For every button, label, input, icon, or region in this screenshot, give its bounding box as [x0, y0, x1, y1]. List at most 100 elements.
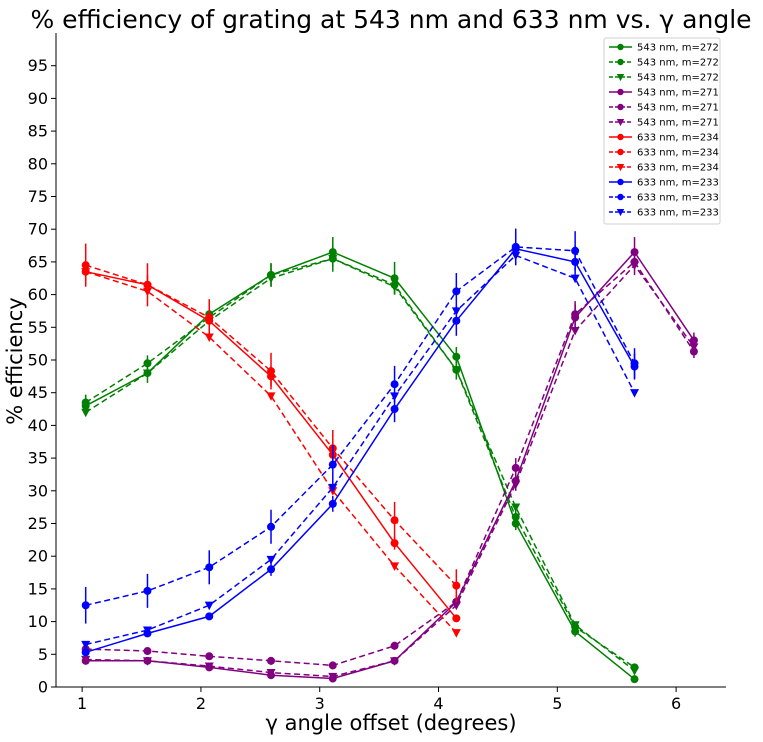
data-point [390, 539, 399, 548]
series-10 [81, 228, 639, 624]
legend: 543 nm, m=272 543 nm, m=272 543 nm, m=272 5… [603, 37, 721, 225]
data-point [328, 460, 337, 469]
data-point [511, 503, 521, 513]
legend-marker [617, 88, 624, 96]
data-point [511, 242, 520, 251]
legend-entry: 633 nm, m=234 [609, 148, 719, 159]
data-point [205, 612, 214, 621]
legend-entry: 543 nm, m=271 [609, 88, 719, 99]
data-point [267, 367, 276, 376]
data-point [143, 359, 152, 368]
data-point [266, 555, 276, 565]
legend-marker [617, 178, 624, 186]
data-point [81, 261, 90, 270]
data-point [328, 499, 337, 508]
legend-label: 543 nm, m=271 [637, 88, 719, 99]
y-tick-label: 10 [28, 612, 48, 631]
data-point [205, 313, 214, 322]
data-point [451, 629, 461, 638]
legend-marker [617, 133, 624, 141]
data-point [267, 656, 276, 665]
series-line [85, 257, 635, 672]
legend-label: 543 nm, m=272 [637, 73, 719, 84]
series-1 [81, 245, 639, 672]
y-tick-label: 65 [28, 252, 48, 271]
legend-entry: 633 nm, m=234 [609, 133, 719, 144]
data-point [689, 336, 698, 345]
data-point [451, 601, 461, 611]
series-2 [81, 255, 640, 676]
legend-entry: 633 nm, m=233 [609, 208, 719, 219]
series-5 [81, 261, 699, 682]
series-line [85, 247, 636, 654]
legend-frame [603, 37, 721, 225]
y-tick-label: 5 [38, 645, 48, 664]
data-point [390, 283, 400, 292]
data-point [81, 601, 90, 610]
x-tick-label: 5 [552, 694, 562, 713]
legend-label: 633 nm, m=233 [637, 208, 719, 219]
data-point [81, 268, 91, 277]
data-point [571, 246, 580, 255]
y-tick-label: 0 [38, 678, 48, 697]
legend-label: 633 nm, m=233 [637, 178, 719, 189]
data-point [142, 626, 152, 636]
legend-label: 543 nm, m=271 [637, 103, 719, 114]
legend-marker [616, 209, 625, 217]
legend-label: 633 nm, m=234 [637, 148, 719, 159]
y-tick-label: 70 [28, 220, 48, 239]
data-point [390, 516, 399, 525]
data-point [266, 669, 276, 678]
data-point [630, 359, 639, 368]
legend-marker [616, 74, 625, 82]
data-point [81, 398, 90, 407]
data-point [328, 661, 337, 670]
data-point [267, 565, 276, 574]
series-11 [81, 251, 640, 650]
data-point [511, 512, 520, 521]
data-point [204, 601, 214, 611]
legend-entry: 633 nm, m=233 [609, 193, 719, 204]
y-tick-label: 50 [28, 351, 48, 370]
data-point [143, 647, 152, 656]
data-point [143, 280, 152, 289]
legend-label: 543 nm, m=271 [637, 118, 719, 129]
legend-label: 543 nm, m=272 [637, 43, 719, 54]
data-point [142, 657, 152, 666]
data-point [204, 333, 214, 343]
y-tick-label: 45 [28, 383, 48, 402]
x-tick-label: 2 [196, 694, 206, 713]
data-point [630, 675, 639, 684]
data-point [689, 343, 699, 352]
data-point [452, 287, 461, 296]
y-tick-label: 20 [28, 547, 48, 566]
series-3 [81, 237, 698, 683]
series-line [85, 264, 695, 678]
legend-marker [616, 119, 625, 127]
data-point [205, 652, 214, 661]
legend-entry: 543 nm, m=272 [609, 58, 719, 69]
series-7 [81, 243, 461, 602]
data-point [390, 657, 400, 666]
data-point [390, 405, 399, 414]
y-tick-label: 60 [28, 285, 48, 304]
data-point [452, 581, 461, 590]
x-axis-label: γ angle offset (degrees) [265, 711, 516, 735]
data-point [630, 261, 640, 271]
legend-entry: 543 nm, m=271 [609, 118, 719, 129]
y-tick-label: 55 [28, 318, 48, 337]
data-point [81, 640, 91, 650]
y-tick-label: 25 [28, 514, 48, 533]
series-line [85, 251, 635, 680]
data-point [142, 369, 152, 379]
series-8 [81, 268, 461, 638]
series-line [85, 270, 457, 634]
y-axis-label: % efficiency [3, 297, 27, 424]
y-tick-label: 80 [28, 154, 48, 173]
y-tick-label: 15 [28, 579, 48, 598]
data-point [571, 310, 580, 319]
x-tick-label: 3 [315, 694, 325, 713]
data-point [390, 380, 399, 389]
data-point [204, 662, 214, 672]
